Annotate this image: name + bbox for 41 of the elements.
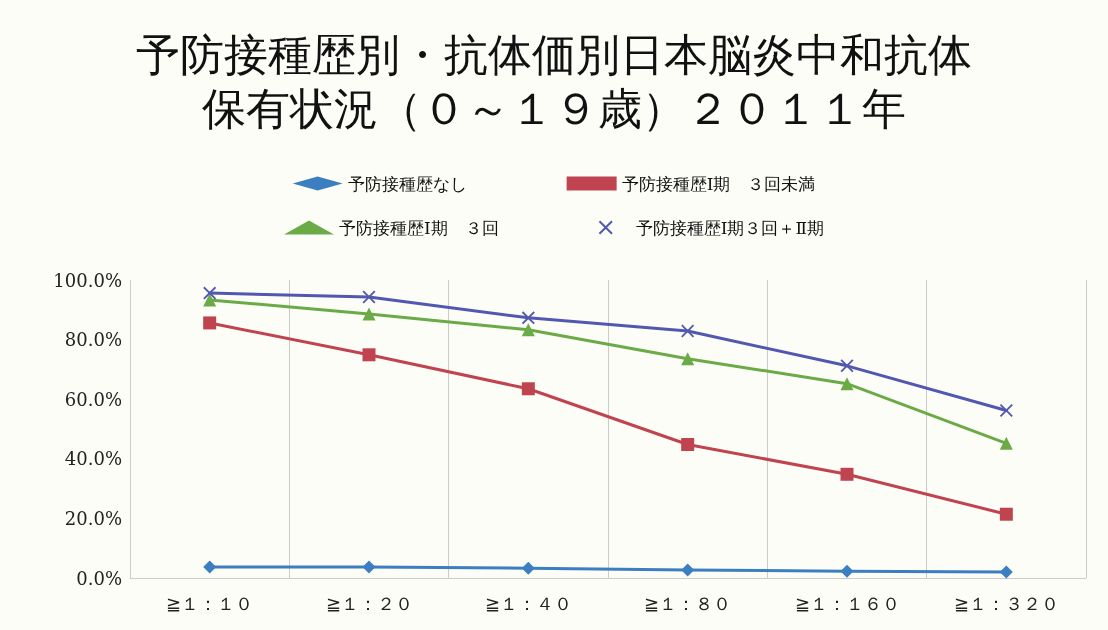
y-tick-label: 100.0%: [53, 269, 122, 291]
point: [681, 563, 695, 577]
point: [362, 560, 376, 574]
point: [999, 436, 1013, 450]
point: [999, 404, 1013, 418]
point: [203, 286, 217, 300]
point: [521, 311, 535, 325]
point: [840, 467, 854, 481]
legend-label: 予防接種歴Ⅰ期３回＋Ⅱ期: [635, 217, 824, 238]
legend-label: 予防接種歴なし: [347, 173, 467, 194]
point: [362, 290, 376, 304]
point: [681, 352, 695, 366]
point: [362, 348, 376, 362]
y-tick-label: 0.0%: [76, 567, 122, 589]
y-tick-label: 40.0%: [64, 448, 122, 470]
legend-label: 予防接種歴Ⅰ期 ３回未満: [621, 173, 816, 194]
x-tick-label: ≧１：８０: [644, 592, 732, 614]
point: [999, 565, 1013, 579]
x-tick-label: ≧１：１６０: [794, 592, 900, 614]
y-tick-label: 60.0%: [64, 388, 122, 410]
point: [203, 560, 217, 574]
point: [681, 438, 695, 451]
chart-title: 予防接種歴別・抗体価別日本脳炎中和抗体保有状況（０～１９歳）２０１１年: [136, 28, 972, 134]
point: [840, 564, 854, 578]
point: [840, 377, 854, 391]
point: [840, 359, 854, 373]
y-tick-label: 20.0%: [64, 507, 122, 529]
point: [521, 382, 535, 396]
point: [203, 316, 217, 330]
point: [521, 323, 535, 337]
point: [203, 293, 217, 307]
x-tick-label: ≧１：１０: [166, 592, 254, 614]
point: [681, 324, 695, 338]
x-tick-label: ≧１：２０: [325, 592, 413, 614]
legend-label: 予防接種歴Ⅰ期 ３回: [339, 217, 499, 238]
x-tick-label: ≧１：４０: [484, 592, 572, 614]
point: [362, 307, 376, 321]
point: [999, 507, 1013, 521]
x-tick-label: ≧１：３２０: [953, 592, 1059, 614]
point: [521, 561, 535, 575]
y-tick-label: 80.0%: [64, 329, 122, 351]
